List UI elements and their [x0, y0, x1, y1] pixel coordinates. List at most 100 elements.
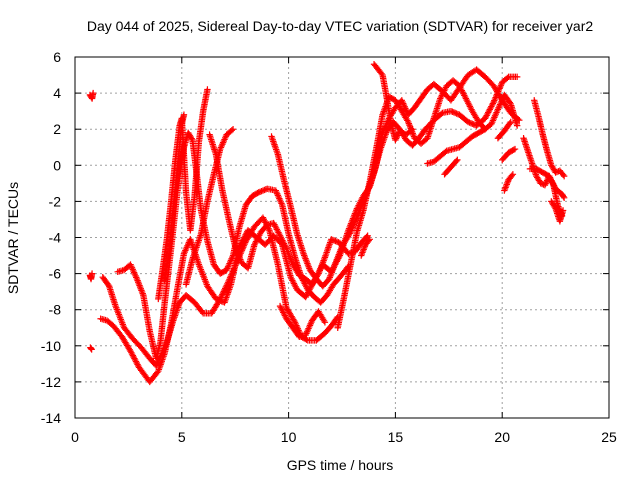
series-s17 — [494, 118, 514, 142]
data-point — [491, 97, 498, 104]
data-point — [481, 126, 489, 133]
data-point — [467, 119, 475, 127]
y-tick-label: 0 — [53, 157, 61, 173]
data-point — [560, 172, 568, 180]
data-point — [259, 187, 267, 194]
data-point — [392, 135, 400, 142]
data-point — [409, 126, 416, 133]
data-point — [229, 268, 236, 275]
data-point — [224, 280, 231, 288]
data-point — [491, 95, 499, 103]
y-tick-label: -10 — [41, 338, 61, 354]
data-point — [494, 89, 501, 97]
data-point — [392, 136, 399, 144]
data-point — [450, 109, 457, 116]
x-tick-label: 25 — [601, 429, 617, 445]
data-point — [449, 108, 456, 115]
data-point — [89, 89, 97, 97]
data-point — [348, 225, 356, 233]
x-tick-label: 20 — [494, 429, 510, 445]
data-point — [217, 294, 225, 301]
data-point — [542, 180, 549, 187]
data-point — [303, 336, 310, 343]
data-point — [506, 99, 514, 106]
series-s24 — [501, 171, 517, 194]
data-markers — [86, 61, 568, 386]
data-point — [329, 236, 336, 244]
data-point — [551, 203, 558, 211]
data-point — [333, 238, 341, 245]
series-s3 — [87, 344, 95, 353]
data-point — [227, 273, 234, 280]
data-point — [366, 236, 373, 243]
data-point — [393, 133, 401, 141]
series-s19 — [441, 156, 461, 178]
data-point — [240, 242, 248, 249]
data-point — [559, 171, 567, 178]
data-point — [224, 279, 232, 286]
data-point — [88, 270, 96, 277]
data-point — [221, 286, 228, 294]
data-point — [378, 70, 385, 77]
data-point — [560, 194, 568, 201]
series-s21 — [531, 97, 568, 180]
y-tick-label: -8 — [49, 302, 62, 318]
data-point — [351, 218, 359, 225]
data-point — [349, 222, 357, 230]
data-point — [349, 224, 356, 231]
data-point — [242, 239, 249, 246]
data-point — [480, 126, 488, 134]
data-point — [87, 345, 95, 352]
x-axis-label: GPS time / hours — [287, 457, 394, 473]
data-point — [230, 266, 237, 274]
data-point — [88, 346, 95, 353]
data-point — [364, 232, 371, 239]
data-point — [510, 146, 517, 153]
x-tick-label: 15 — [388, 429, 404, 445]
data-point — [256, 188, 264, 195]
data-point — [219, 289, 227, 297]
data-point — [222, 283, 230, 291]
series-s10 — [182, 126, 237, 288]
series-s16 — [424, 126, 489, 167]
data-point — [220, 288, 228, 295]
data-point — [241, 240, 248, 248]
data-point — [509, 171, 517, 178]
data-point — [222, 285, 229, 292]
data-point — [559, 207, 567, 214]
series-s1 — [86, 89, 97, 102]
x-tick-label: 10 — [281, 429, 297, 445]
data-point — [152, 362, 160, 369]
series-s23 — [548, 198, 567, 225]
data-point — [153, 360, 161, 368]
series-s2 — [86, 270, 96, 283]
y-tick-label: 4 — [53, 85, 61, 101]
data-point — [490, 98, 497, 106]
data-point — [552, 169, 559, 176]
data-point — [204, 86, 211, 93]
y-tick-label: -2 — [49, 193, 62, 209]
y-tick-label: -6 — [49, 266, 62, 282]
data-point — [489, 100, 497, 107]
data-point — [223, 282, 230, 289]
data-point — [255, 189, 262, 196]
data-point — [504, 74, 511, 82]
data-point — [453, 157, 460, 165]
data-point — [228, 269, 236, 277]
y-tick-label: -12 — [41, 374, 61, 390]
y-tick-label: 6 — [53, 49, 61, 65]
y-axis-label: SDTVAR / TECUs — [5, 182, 21, 294]
data-point — [464, 118, 472, 126]
plot-frame — [74, 56, 610, 419]
data-point — [180, 111, 188, 118]
data-point — [346, 230, 353, 237]
data-point — [228, 127, 235, 134]
series-s9 — [161, 111, 188, 285]
tick-labels: 0 5 10 15 20 25 -14 -12 -10 -8 -6 -4 -2 0 2 4 6 — [41, 49, 617, 445]
data-point — [560, 193, 567, 200]
series-s12 — [268, 73, 521, 290]
y-tick-label: -4 — [49, 230, 62, 246]
series-s13 — [334, 77, 521, 331]
data-point — [437, 110, 445, 118]
data-point — [154, 359, 161, 366]
